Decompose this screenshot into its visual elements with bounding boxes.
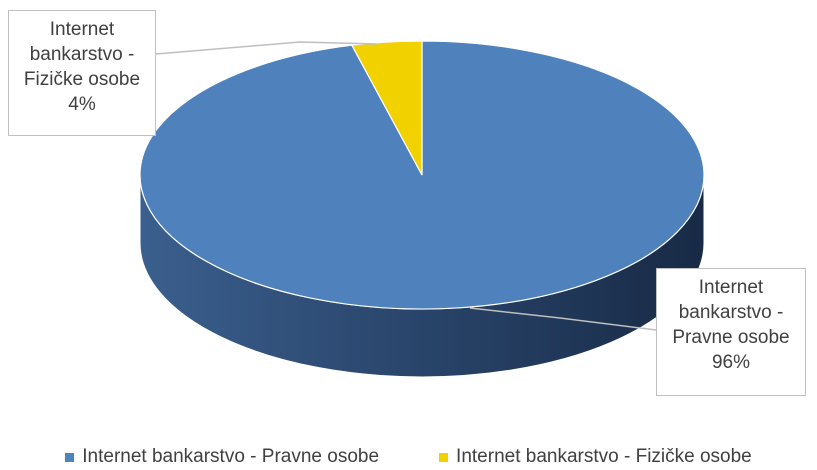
data-label-pravne-line2: bankarstvo - [678,302,784,323]
data-label-fizicke-line3: Fizičke osobe [23,69,141,90]
pie-slice-fizicke-osobe [350,40,423,176]
legend-swatch-pravne-osobe [65,452,75,462]
legend-label-fizicke-osobe: Internet bankarstvo - Fizičke osobe [456,446,752,467]
data-label-fizicke-pct: 4% [68,94,96,115]
data-label-pravne-line1: Internet [698,277,764,298]
leader-line-fizicke-osobe [155,41,377,55]
legend-item-pravne-osobe: Internet bankarstvo - Pravne osobe [65,446,379,468]
data-label-pravne-pct: 96% [711,352,751,373]
data-label-fizicke-line2: bankarstvo - [29,44,135,65]
legend-label-pravne-osobe: Internet bankarstvo - Pravne osobe [82,446,380,467]
data-label-pravne-osobe: Internet bankarstvo - Pravne osobe 96% [656,268,806,396]
data-label-fizicke-line1: Internet [49,19,115,40]
chart-legend: Internet bankarstvo - Pravne osobe Inter… [0,446,817,468]
legend-item-fizicke-osobe: Internet bankarstvo - Fizičke osobe [439,446,752,468]
data-label-pravne-line3: Pravne osobe [672,327,790,348]
legend-swatch-fizicke-osobe [439,452,449,462]
leader-line-pravne-osobe [469,307,657,331]
data-label-fizicke-osobe: Internet bankarstvo - Fizičke osobe 4% [8,10,156,136]
